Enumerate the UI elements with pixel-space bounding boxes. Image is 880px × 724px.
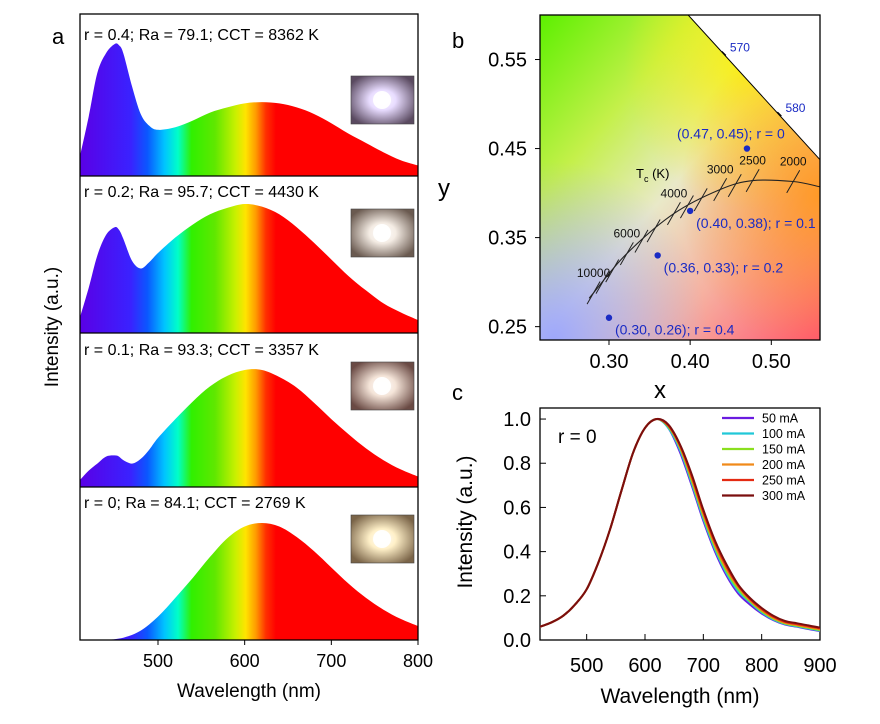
panel-b-xtick-label: 0.40 bbox=[671, 351, 710, 373]
panel-c-ytick-label: 0.0 bbox=[503, 630, 531, 652]
cie-point-label-3: (0.36, 0.33); r = 0.2 bbox=[664, 259, 784, 275]
panel-b-ytick-label: 0.45 bbox=[488, 139, 527, 161]
cie-point-label-2: (0.40, 0.38); r = 0.1 bbox=[696, 215, 816, 231]
panel-b-ytick-label: 0.25 bbox=[488, 317, 527, 339]
panel-a-label: a bbox=[52, 24, 65, 49]
panel-c-ytick-label: 1.0 bbox=[503, 409, 531, 431]
locus-tick-label: 580 bbox=[785, 101, 805, 115]
panel-a-ylabel: Intensity (a.u.) bbox=[42, 267, 63, 387]
cct-isotherm-minor bbox=[634, 229, 649, 253]
planckian-locus-label-t: T bbox=[636, 166, 644, 181]
legend-label-6: 300 mA bbox=[762, 489, 806, 503]
planckian-locus-label: Tc (K) bbox=[636, 166, 669, 184]
spectrum-area-3 bbox=[80, 369, 418, 487]
cct-isotherm-minor bbox=[679, 195, 694, 219]
legend-label-4: 200 mA bbox=[762, 458, 806, 472]
spectrum-area-4 bbox=[106, 523, 418, 640]
panel-c-xlabel: Wavelength (nm) bbox=[600, 685, 759, 708]
panel-c-ytick-label: 0.6 bbox=[503, 497, 531, 519]
panel-a-xtick-label: 700 bbox=[316, 651, 346, 671]
cct-label: 3000 bbox=[707, 163, 734, 177]
cct-isotherm bbox=[745, 169, 760, 193]
legend-label-2: 100 mA bbox=[762, 427, 806, 441]
cie-point-2 bbox=[686, 207, 694, 215]
planckian-locus-label-sub: c bbox=[644, 174, 649, 184]
locus-tick-label: 570 bbox=[730, 40, 750, 54]
panel-c-xtick-label: 700 bbox=[687, 655, 720, 677]
legend-label-3: 150 mA bbox=[762, 443, 806, 457]
spectrum-subplot-3: r = 0.1; Ra = 93.3; CCT = 3357 K bbox=[80, 342, 418, 487]
cct-label: 4000 bbox=[661, 187, 688, 201]
panel-c-ytick-label: 0.4 bbox=[503, 542, 531, 564]
cct-label: 10000 bbox=[577, 266, 611, 280]
cct-isotherm-minor bbox=[595, 270, 610, 294]
spectrum-subplot-4: r = 0; Ra = 84.1; CCT = 2769 K bbox=[84, 495, 418, 640]
led-photo-2 bbox=[350, 208, 415, 258]
panel-a: a r = 0.4; Ra = 79.1; CCT = 8362 K r = 0.… bbox=[42, 13, 433, 702]
spectrum-label-1: r = 0.4; Ra = 79.1; CCT = 8362 K bbox=[84, 27, 319, 44]
panel-c-xtick-label: 800 bbox=[745, 655, 778, 677]
panel-c-frame bbox=[539, 407, 821, 641]
panel-a-xtick-label: 500 bbox=[143, 651, 173, 671]
cie-point-label-1: (0.47, 0.45); r = 0 bbox=[677, 126, 785, 142]
panel-a-frame bbox=[79, 13, 419, 641]
panel-a-xtick-label: 600 bbox=[230, 651, 260, 671]
cct-isotherm bbox=[713, 177, 728, 202]
panel-b-xtick-label: 0.30 bbox=[590, 351, 629, 373]
panel-b-xtick-label: 0.50 bbox=[752, 351, 791, 373]
led-photo-1 bbox=[350, 75, 415, 125]
panel-b-xlabel: x bbox=[654, 377, 666, 404]
cct-label: 6000 bbox=[613, 227, 640, 241]
cct-label: 2000 bbox=[780, 155, 807, 169]
led-photo-3 bbox=[350, 361, 415, 411]
planckian-locus-label-unit: (K) bbox=[648, 166, 669, 181]
panel-a-xtick-label: 800 bbox=[403, 651, 433, 671]
legend-label-1: 50 mA bbox=[762, 412, 799, 426]
cct-isotherm-minor bbox=[693, 188, 708, 212]
cct-isotherm-minor bbox=[605, 259, 620, 283]
spectrum-label-3: r = 0.1; Ra = 93.3; CCT = 3357 K bbox=[84, 342, 319, 359]
panel-c-xtick-label: 500 bbox=[570, 655, 603, 677]
panel-b-label: b bbox=[452, 28, 464, 53]
cie-point-3 bbox=[654, 252, 661, 259]
panel-b-ylabel: y bbox=[438, 175, 450, 202]
panel-c-annotation: r = 0 bbox=[558, 427, 597, 448]
panel-b-frame bbox=[539, 14, 821, 341]
panel-a-xlabel: Wavelength (nm) bbox=[177, 681, 321, 702]
cct-isotherm bbox=[619, 242, 634, 266]
panel-b-ytick-label: 0.55 bbox=[488, 50, 527, 72]
spectrum-subplot-2: r = 0.2; Ra = 95.7; CCT = 4430 K bbox=[80, 184, 418, 333]
led-photo-4 bbox=[350, 514, 415, 564]
locus-tick-mark bbox=[721, 50, 727, 56]
cie-point-1 bbox=[743, 145, 751, 152]
panel-c-ytick-label: 0.2 bbox=[503, 586, 531, 608]
cct-isotherm-minor bbox=[646, 219, 661, 243]
spectral-locus bbox=[687, 15, 820, 161]
spectrum-area-2 bbox=[80, 203, 418, 333]
series-line-6 bbox=[540, 417, 820, 629]
spectrum-subplot-1: r = 0.4; Ra = 79.1; CCT = 8362 K bbox=[80, 27, 418, 176]
cie-point-4 bbox=[605, 314, 613, 321]
cct-isotherm bbox=[666, 202, 681, 226]
cct-isotherm-minor bbox=[727, 173, 742, 198]
spectrum-area-1 bbox=[80, 43, 418, 176]
spectrum-label-4: r = 0; Ra = 84.1; CCT = 2769 K bbox=[84, 495, 306, 512]
panel-c-label: c bbox=[452, 380, 463, 405]
panel-c-ylabel: Intensity (a.u.) bbox=[454, 455, 477, 588]
panel-c-ytick-label: 0.8 bbox=[503, 453, 531, 475]
cct-isotherm bbox=[786, 169, 801, 194]
legend-label-5: 250 mA bbox=[762, 474, 806, 488]
panel-c-xtick-label: 600 bbox=[628, 655, 661, 677]
panel-c-xtick-label: 900 bbox=[803, 655, 836, 677]
locus-tick-mark bbox=[777, 111, 782, 117]
cie-point-label-4: (0.30, 0.26); r = 0.4 bbox=[615, 322, 735, 338]
spectrum-label-2: r = 0.2; Ra = 95.7; CCT = 4430 K bbox=[84, 184, 319, 201]
cct-isotherm bbox=[586, 281, 601, 305]
panel-b-ytick-label: 0.35 bbox=[488, 228, 527, 250]
cct-label: 2500 bbox=[739, 154, 766, 168]
